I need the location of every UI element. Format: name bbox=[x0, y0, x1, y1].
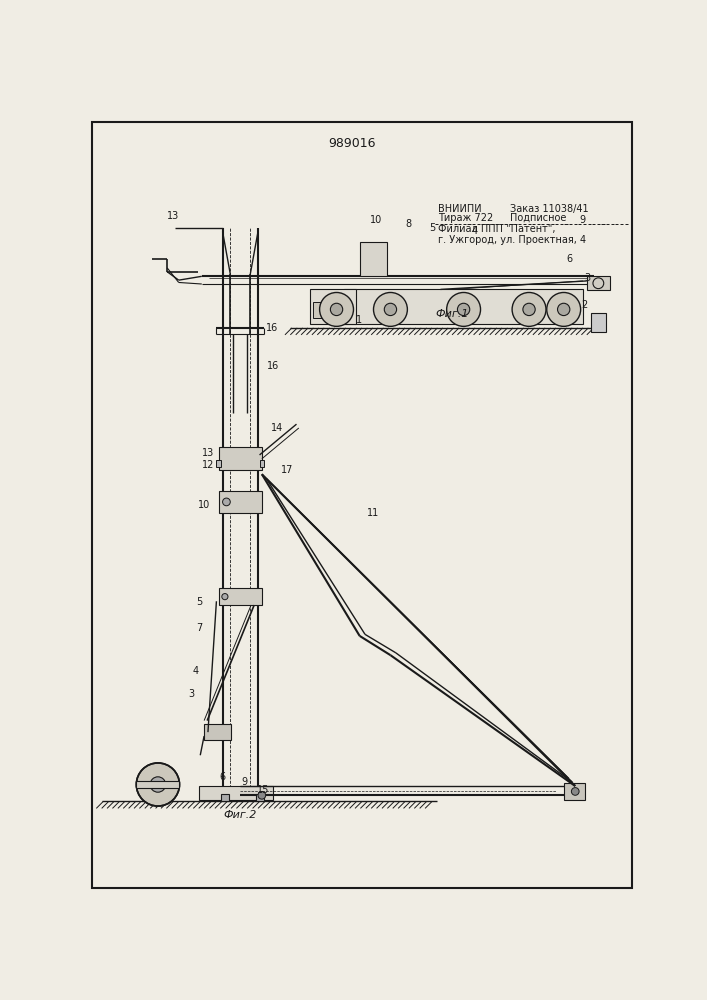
Text: 10: 10 bbox=[198, 500, 210, 510]
Text: 17: 17 bbox=[281, 465, 293, 475]
Text: 10: 10 bbox=[370, 215, 382, 225]
Text: Подписное: Подписное bbox=[510, 213, 566, 223]
Text: Филиал ППП "Патент",: Филиал ППП "Патент", bbox=[438, 224, 556, 234]
Text: 16: 16 bbox=[267, 361, 279, 371]
Circle shape bbox=[136, 763, 180, 806]
Bar bbox=[259, 460, 264, 466]
Circle shape bbox=[571, 788, 579, 795]
Text: 14: 14 bbox=[271, 423, 284, 433]
Circle shape bbox=[523, 303, 535, 316]
Bar bbox=[563, 783, 585, 800]
Text: 3: 3 bbox=[585, 273, 590, 283]
Text: 15: 15 bbox=[257, 785, 269, 795]
Circle shape bbox=[223, 498, 230, 506]
Text: Фиг.2: Фиг.2 bbox=[223, 810, 257, 820]
Text: 989016: 989016 bbox=[328, 137, 375, 150]
Text: 4: 4 bbox=[192, 666, 199, 676]
Text: 11: 11 bbox=[368, 508, 380, 518]
Circle shape bbox=[330, 303, 343, 316]
Bar bbox=[218, 447, 262, 470]
Text: 6: 6 bbox=[219, 772, 226, 782]
Text: 1: 1 bbox=[356, 315, 362, 325]
Bar bbox=[218, 588, 262, 605]
Circle shape bbox=[320, 292, 354, 326]
Circle shape bbox=[258, 791, 266, 799]
Circle shape bbox=[558, 303, 570, 316]
Text: г. Ужгород, ул. Проектная, 4: г. Ужгород, ул. Проектная, 4 bbox=[438, 235, 586, 245]
Circle shape bbox=[547, 292, 580, 326]
Circle shape bbox=[373, 292, 407, 326]
Circle shape bbox=[385, 303, 397, 316]
Circle shape bbox=[447, 292, 481, 326]
Text: Тираж 722: Тираж 722 bbox=[438, 213, 493, 223]
Circle shape bbox=[222, 594, 228, 600]
Bar bbox=[204, 724, 231, 740]
Circle shape bbox=[512, 292, 546, 326]
Bar bbox=[360, 242, 387, 276]
Text: 9: 9 bbox=[580, 215, 586, 225]
Text: 3: 3 bbox=[189, 689, 195, 699]
Text: 13: 13 bbox=[201, 448, 214, 458]
Text: 2: 2 bbox=[581, 300, 588, 310]
Bar bbox=[310, 289, 356, 324]
Bar bbox=[218, 491, 262, 513]
Bar bbox=[136, 781, 180, 788]
Bar bbox=[590, 312, 606, 332]
Bar bbox=[312, 302, 329, 318]
Bar bbox=[331, 302, 348, 318]
Text: Заказ 11038/41: Заказ 11038/41 bbox=[510, 204, 588, 214]
Text: ВНИИПИ: ВНИИПИ bbox=[438, 204, 481, 214]
Text: 7: 7 bbox=[197, 623, 203, 633]
Bar bbox=[216, 460, 221, 466]
Text: 5: 5 bbox=[197, 597, 203, 607]
Text: 8: 8 bbox=[406, 219, 412, 229]
Bar bbox=[257, 794, 264, 801]
Circle shape bbox=[457, 303, 469, 316]
Text: Фиг.1: Фиг.1 bbox=[436, 309, 469, 319]
Bar bbox=[221, 794, 229, 801]
Bar bbox=[344, 289, 583, 324]
Text: 16: 16 bbox=[266, 323, 278, 333]
Text: 12: 12 bbox=[201, 460, 214, 470]
Text: 9: 9 bbox=[242, 777, 248, 787]
Text: 6: 6 bbox=[566, 254, 572, 264]
Text: 5: 5 bbox=[429, 223, 436, 233]
Text: 4: 4 bbox=[472, 226, 477, 236]
Bar bbox=[587, 276, 610, 290]
Circle shape bbox=[150, 777, 165, 792]
Bar bbox=[199, 786, 273, 800]
Text: 13: 13 bbox=[167, 211, 180, 221]
